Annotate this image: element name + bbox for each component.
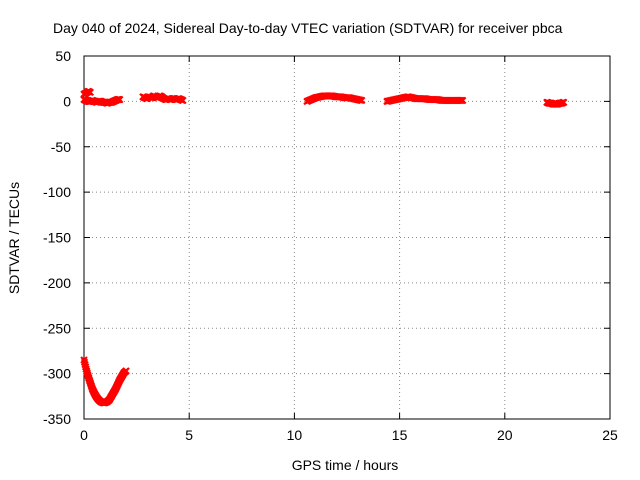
axis-ticks (83, 55, 611, 420)
data-point (122, 367, 130, 375)
plot-frame (83, 55, 611, 420)
chart-title: Day 040 of 2024, Sidereal Day-to-day VTE… (53, 20, 563, 36)
axis-tick-labels: 0 5 10 15 20 25 50 0 -50 -100 -150 -200 -250 -300 -350 (43, 48, 618, 443)
data-point (358, 96, 366, 105)
data-point (179, 96, 187, 105)
y-tick-label: -150 (43, 230, 71, 246)
x-tick-label: 20 (497, 427, 513, 443)
y-tick-label: -350 (43, 411, 71, 427)
y-tick-label: 0 (63, 93, 71, 109)
y-tick-label: -200 (43, 275, 71, 291)
x-tick-label: 15 (392, 427, 408, 443)
y-tick-label: -300 (43, 366, 71, 382)
x-tick-label: 10 (287, 427, 303, 443)
x-tick-label: 25 (602, 427, 618, 443)
y-axis-label: SDTVAR / TECUs (6, 182, 22, 294)
y-tick-label: -50 (51, 139, 71, 155)
data-point (86, 88, 95, 97)
data-point (459, 96, 467, 105)
x-axis-label: GPS time / hours (292, 457, 399, 473)
grid (84, 56, 610, 419)
data-point (560, 98, 568, 106)
y-tick-label: 50 (55, 48, 71, 64)
y-tick-label: -250 (43, 320, 71, 336)
data-points (80, 87, 568, 407)
x-tick-label: 5 (185, 427, 193, 443)
data-point (116, 95, 124, 104)
y-tick-label: -100 (43, 184, 71, 200)
x-tick-label: 0 (80, 427, 88, 443)
